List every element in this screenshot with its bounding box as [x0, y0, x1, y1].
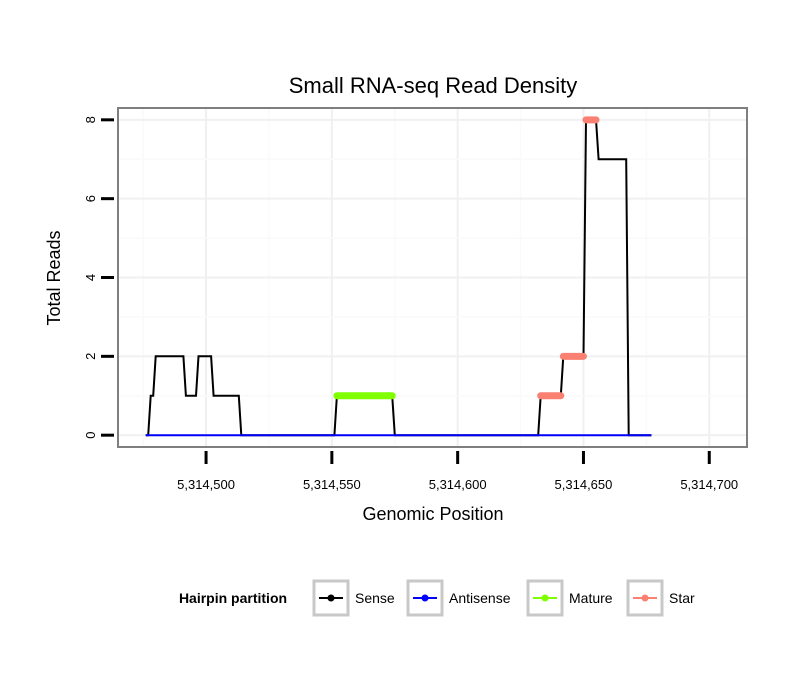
- y-axis-title: Total Reads: [44, 230, 64, 325]
- legend-key-dot: [327, 594, 335, 602]
- x-tick-label: 5,314,500: [177, 477, 235, 492]
- legend-item-star: Star: [626, 579, 695, 617]
- legend-label: Star: [669, 590, 695, 606]
- y-tick-label: 4: [83, 274, 98, 281]
- x-tick-label: 5,314,550: [303, 477, 361, 492]
- legend-label: Sense: [355, 590, 395, 606]
- x-axis-title: Genomic Position: [362, 504, 503, 524]
- y-tick-label: 6: [83, 195, 98, 202]
- legend-key-dot: [421, 594, 429, 602]
- plot-border: [117, 107, 748, 448]
- y-tick-label: 8: [83, 116, 98, 123]
- legend-item-sense: Sense: [312, 579, 395, 617]
- plot-area: 5,314,500 5,314,550 5,314,600 5,314,650 5,31…: [83, 107, 748, 492]
- y-tick-label: 2: [83, 353, 98, 360]
- legend-title: Hairpin partition: [179, 590, 287, 606]
- legend-key-dot: [641, 594, 649, 602]
- legend-item-mature: Mature: [526, 579, 613, 617]
- x-tick-label: 5,314,650: [555, 477, 613, 492]
- chart-title: Small RNA-seq Read Density: [289, 73, 578, 98]
- x-tick-label: 5,314,700: [680, 477, 738, 492]
- y-tick-label: 0: [83, 432, 98, 439]
- x-tick-label: 5,314,600: [429, 477, 487, 492]
- legend-item-antisense: Antisense: [406, 579, 511, 617]
- legend: Hairpin partition Sense Antisense Mature St…: [179, 579, 695, 617]
- legend-label: Mature: [569, 590, 613, 606]
- legend-label: Antisense: [449, 590, 511, 606]
- legend-key-dot: [541, 594, 549, 602]
